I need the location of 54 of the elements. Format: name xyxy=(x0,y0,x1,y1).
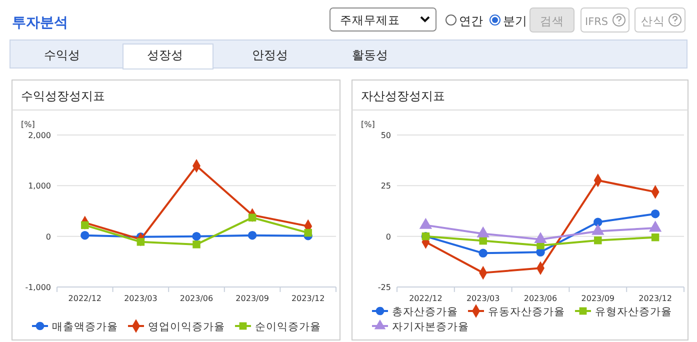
y-tick-label: 1,000 xyxy=(28,182,51,191)
legend-label: 총자산증가율 xyxy=(392,306,458,318)
y-tick-label: -1,000 xyxy=(25,283,51,292)
text: 검색 xyxy=(540,14,564,28)
point xyxy=(136,238,145,246)
point xyxy=(479,236,487,245)
point xyxy=(594,218,602,227)
text: 안정성 xyxy=(252,48,288,62)
point xyxy=(81,221,89,230)
text: IFRS xyxy=(585,16,608,28)
text: 수익성 xyxy=(44,48,80,62)
point xyxy=(192,232,201,241)
point xyxy=(80,230,90,240)
text: 산식 xyxy=(641,14,665,28)
text: 주재무제표 xyxy=(340,13,400,27)
legend-label: 매출액증가율 xyxy=(52,321,118,333)
y-tick-label: 25 xyxy=(380,182,391,191)
point xyxy=(248,230,257,240)
point xyxy=(650,209,660,218)
point xyxy=(192,240,200,248)
x-tick-label: 2023/06 xyxy=(180,294,214,303)
x-tick-label: 2023/03 xyxy=(124,294,158,303)
point xyxy=(478,248,488,258)
x-tick-label: 2023/03 xyxy=(466,294,500,303)
legend-label: 영업이익증가율 xyxy=(148,321,225,333)
text: 활동성 xyxy=(352,48,388,62)
x-tick-label: 2023/06 xyxy=(524,294,558,303)
y-tick-label: 2,000 xyxy=(28,131,51,140)
y-tick-label: 0 xyxy=(386,232,391,242)
x-tick-label: 2023/09 xyxy=(236,294,269,303)
legend-label: 유동자산증가율 xyxy=(488,306,565,318)
point xyxy=(248,214,256,222)
y-axis-title: [%] xyxy=(361,120,375,129)
text: 성장성 xyxy=(147,48,183,62)
legend-label: 순이익증가율 xyxy=(255,321,321,333)
x-tick-label: 2023/12 xyxy=(638,294,672,303)
point xyxy=(304,228,312,237)
text: 연간 xyxy=(459,14,483,28)
text: 투자분석 xyxy=(12,15,68,31)
x-tick-label: 2022/12 xyxy=(68,294,102,303)
x-tick-label: 2023/09 xyxy=(581,294,615,303)
y-tick-label: 50 xyxy=(380,131,391,140)
point xyxy=(651,233,660,242)
legend-label: 자기자본증가율 xyxy=(392,321,469,333)
point xyxy=(594,236,602,244)
chart-title: 자산성장성지표 xyxy=(361,89,445,103)
x-tick-label: 2022/12 xyxy=(409,294,442,303)
y-tick-label: -25 xyxy=(378,283,391,292)
y-tick-label: 0 xyxy=(46,232,51,242)
text: 분기 xyxy=(503,14,527,28)
x-tick-label: 2023/12 xyxy=(291,294,325,303)
y-axis-title: [%] xyxy=(21,120,35,129)
chart-title: 수익성장성지표 xyxy=(21,89,105,103)
legend-label: 유형자산증가율 xyxy=(595,306,672,318)
